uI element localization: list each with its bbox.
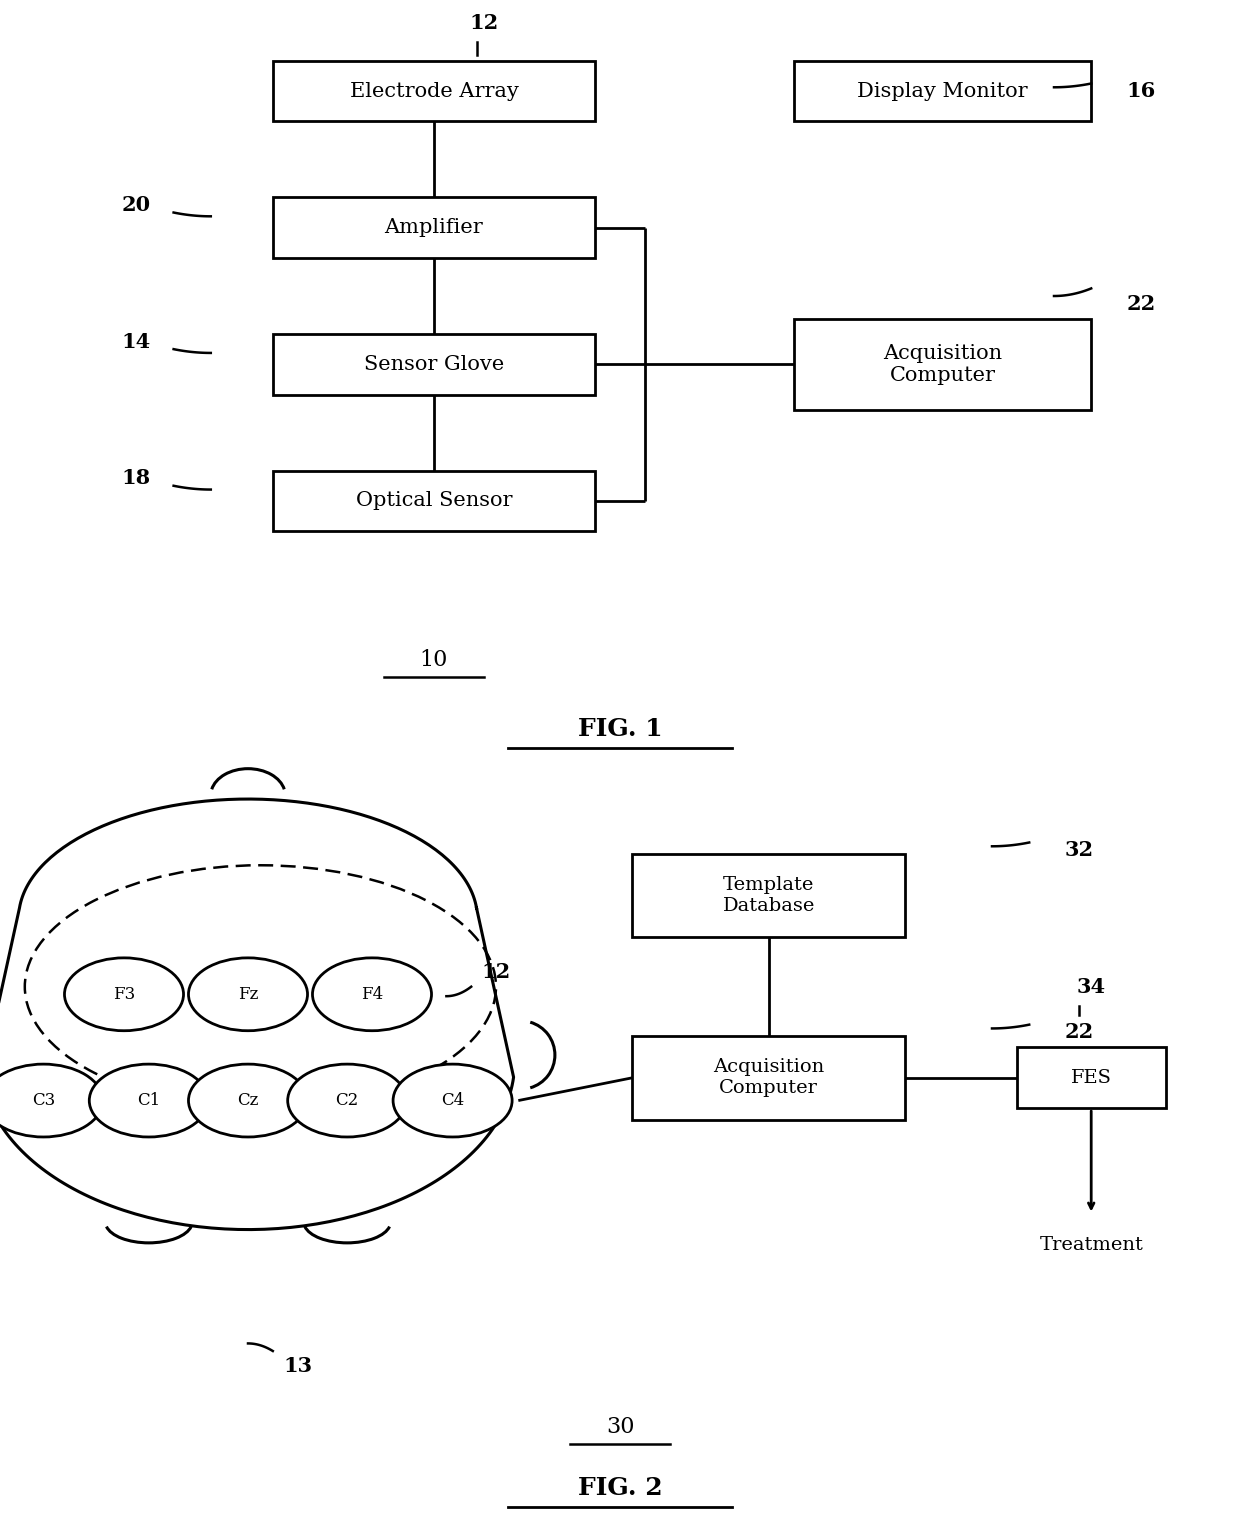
Text: 22: 22 xyxy=(1064,1022,1094,1043)
Text: C1: C1 xyxy=(138,1091,160,1110)
Circle shape xyxy=(312,958,432,1031)
Text: 30: 30 xyxy=(606,1416,634,1438)
Text: 34: 34 xyxy=(1076,976,1106,997)
FancyBboxPatch shape xyxy=(794,61,1091,121)
Text: Fz: Fz xyxy=(238,985,258,1003)
Text: F3: F3 xyxy=(113,985,135,1003)
Text: 22: 22 xyxy=(1126,293,1156,314)
Circle shape xyxy=(89,1064,208,1137)
Circle shape xyxy=(188,958,308,1031)
Text: F4: F4 xyxy=(361,985,383,1003)
Text: Acquisition
Computer: Acquisition Computer xyxy=(883,343,1002,386)
Circle shape xyxy=(393,1064,512,1137)
Text: Treatment: Treatment xyxy=(1039,1236,1143,1254)
Text: 10: 10 xyxy=(420,650,448,671)
Text: Template
Database: Template Database xyxy=(723,876,815,915)
Text: 14: 14 xyxy=(122,331,151,352)
Text: 32: 32 xyxy=(1064,839,1094,861)
Text: Optical Sensor: Optical Sensor xyxy=(356,492,512,510)
FancyBboxPatch shape xyxy=(1017,1047,1166,1108)
FancyBboxPatch shape xyxy=(273,471,595,531)
Text: C2: C2 xyxy=(336,1091,358,1110)
Circle shape xyxy=(288,1064,407,1137)
Text: 12: 12 xyxy=(481,961,511,982)
Circle shape xyxy=(0,1064,103,1137)
Text: Electrode Array: Electrode Array xyxy=(350,82,518,100)
FancyBboxPatch shape xyxy=(632,853,905,938)
Text: Sensor Glove: Sensor Glove xyxy=(363,355,505,373)
Text: 12: 12 xyxy=(469,12,498,33)
Circle shape xyxy=(188,1064,308,1137)
Text: Amplifier: Amplifier xyxy=(384,219,484,237)
Text: 13: 13 xyxy=(283,1356,312,1377)
FancyBboxPatch shape xyxy=(273,197,595,258)
Text: C3: C3 xyxy=(32,1091,55,1110)
Text: Cz: Cz xyxy=(237,1091,259,1110)
FancyBboxPatch shape xyxy=(632,1037,905,1120)
Circle shape xyxy=(64,958,184,1031)
Text: 20: 20 xyxy=(122,194,151,216)
Text: 16: 16 xyxy=(1126,80,1156,102)
Text: FES: FES xyxy=(1071,1069,1111,1087)
FancyBboxPatch shape xyxy=(794,319,1091,410)
Text: Display Monitor: Display Monitor xyxy=(857,82,1028,100)
Text: FIG. 2: FIG. 2 xyxy=(578,1475,662,1500)
Text: 18: 18 xyxy=(122,468,151,489)
Text: C4: C4 xyxy=(441,1091,464,1110)
FancyBboxPatch shape xyxy=(273,334,595,395)
FancyBboxPatch shape xyxy=(273,61,595,121)
Text: FIG. 1: FIG. 1 xyxy=(578,716,662,741)
Text: Acquisition
Computer: Acquisition Computer xyxy=(713,1058,825,1098)
